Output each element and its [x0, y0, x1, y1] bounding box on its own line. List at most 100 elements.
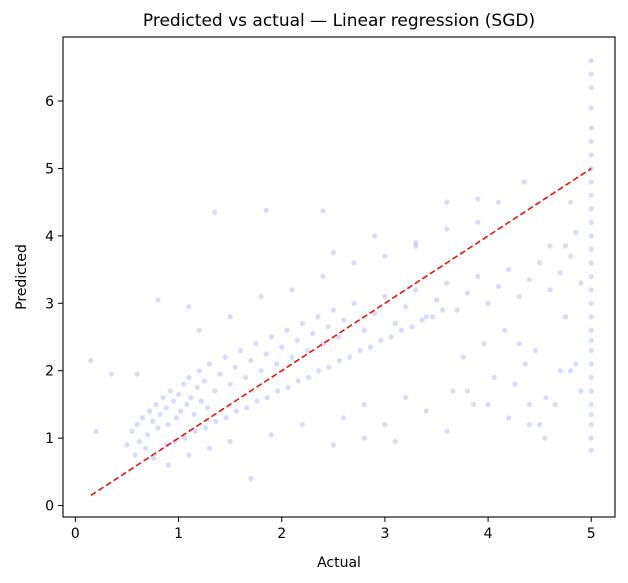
data-point — [506, 266, 512, 273]
data-point — [134, 371, 140, 377]
data-point — [485, 300, 491, 306]
data-point — [588, 435, 594, 441]
data-point — [464, 290, 471, 296]
data-point — [142, 445, 149, 451]
y-tick-label: 4 — [45, 229, 54, 245]
data-point — [165, 462, 171, 468]
data-point — [491, 374, 497, 381]
data-point — [268, 334, 275, 340]
y-axis-label: Predicted — [14, 244, 30, 310]
data-point — [201, 378, 207, 384]
data-point — [495, 199, 502, 205]
data-point — [192, 428, 198, 434]
data-point — [502, 327, 508, 333]
data-point — [191, 411, 197, 418]
x-axis-ticks: 0 1 2 3 4 5 — [71, 517, 596, 542]
data-point — [136, 438, 142, 445]
data-point — [165, 422, 171, 428]
data-point — [186, 374, 192, 381]
data-point — [526, 401, 532, 408]
x-tick-label: 1 — [174, 526, 183, 542]
data-point — [196, 368, 202, 374]
data-point — [248, 357, 254, 364]
data-point — [588, 314, 594, 320]
data-point — [129, 428, 135, 434]
data-point — [335, 334, 342, 340]
y-tick-label: 3 — [45, 296, 54, 312]
data-point — [521, 179, 527, 185]
data-point — [173, 415, 180, 421]
data-point — [151, 455, 157, 461]
data-point — [485, 401, 491, 408]
data-point — [578, 388, 584, 394]
data-point — [588, 246, 594, 252]
y-tick-label: 0 — [45, 499, 54, 515]
data-point — [588, 152, 594, 158]
plot-frame — [62, 36, 616, 518]
data-point — [568, 253, 574, 259]
data-point — [233, 408, 239, 414]
data-point — [588, 337, 594, 343]
data-point — [275, 388, 281, 394]
data-point — [175, 391, 182, 397]
data-point — [206, 445, 213, 451]
data-point — [147, 408, 153, 414]
data-point — [170, 398, 176, 404]
chart-title: Predicted vs actual — Linear regression … — [143, 11, 535, 31]
data-point — [160, 395, 166, 401]
data-point — [444, 226, 450, 232]
data-point — [237, 347, 244, 354]
data-point — [588, 273, 594, 279]
data-point — [206, 361, 213, 367]
data-point — [475, 196, 481, 202]
data-point — [552, 401, 558, 408]
data-point — [294, 337, 300, 343]
identity-line — [90, 167, 592, 497]
data-point — [526, 422, 532, 428]
data-point — [444, 428, 450, 434]
data-point — [409, 324, 415, 330]
data-point — [223, 415, 229, 421]
data-point — [413, 287, 419, 293]
data-point — [573, 229, 579, 236]
data-point — [444, 199, 450, 205]
data-point — [357, 347, 363, 354]
data-point — [371, 310, 378, 317]
y-axis-ticks: 0 1 2 3 4 5 6 — [45, 94, 63, 515]
data-point — [413, 240, 419, 246]
data-point — [413, 243, 419, 249]
x-tick-label: 3 — [380, 526, 389, 542]
data-point — [419, 317, 425, 323]
data-point — [460, 354, 466, 360]
data-point — [217, 371, 223, 377]
data-point — [547, 287, 553, 293]
data-point — [506, 415, 512, 421]
data-point — [285, 384, 291, 391]
data-point — [433, 297, 440, 303]
data-point — [588, 233, 594, 239]
data-point — [444, 280, 450, 286]
data-point — [588, 84, 594, 91]
data-point — [588, 300, 594, 306]
data-point — [475, 273, 481, 279]
data-point — [178, 408, 184, 414]
data-point — [124, 442, 130, 448]
x-tick-label: 2 — [277, 526, 286, 542]
data-point — [244, 405, 250, 411]
data-point — [254, 398, 260, 404]
data-point — [279, 344, 285, 350]
data-point — [325, 324, 331, 330]
data-point — [522, 361, 528, 367]
data-point — [588, 422, 594, 428]
data-point — [402, 304, 409, 310]
data-point — [326, 364, 332, 370]
data-point — [258, 368, 264, 374]
data-point — [163, 405, 169, 411]
data-point — [588, 388, 594, 394]
data-point — [227, 381, 233, 387]
x-tick-label: 5 — [587, 526, 596, 542]
data-point — [139, 415, 146, 421]
data-point — [320, 273, 326, 279]
data-point — [371, 233, 378, 239]
